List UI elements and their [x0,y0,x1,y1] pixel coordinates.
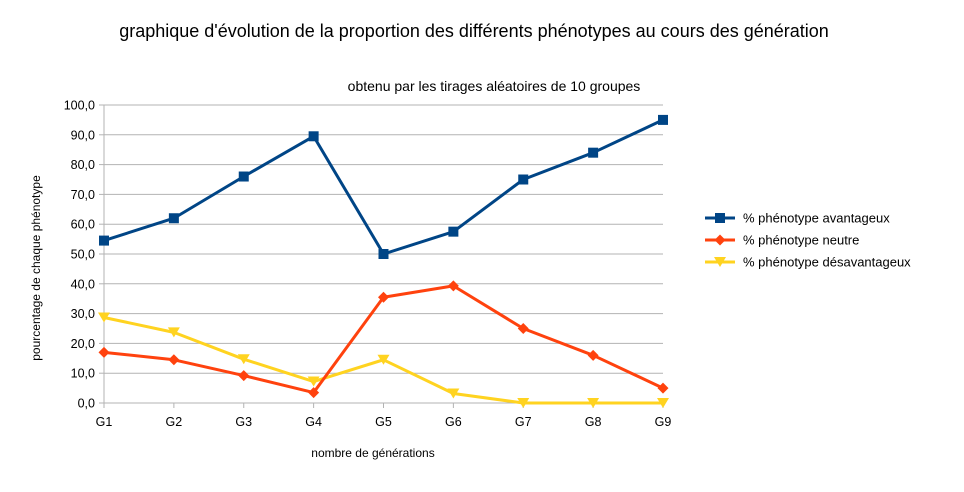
series-lines [98,114,669,408]
data-point [167,327,180,338]
data-point [377,354,390,365]
series-group [99,114,668,259]
legend-marker [714,257,726,267]
legend-marker [714,234,726,246]
x-tick-label: G5 [375,415,392,429]
legend-item: % phénotype désavantageux [705,255,911,270]
data-point [658,114,668,125]
y-tick-label: 80,0 [71,158,95,172]
x-axis-label: nombre de générations [311,446,434,460]
data-point [168,213,179,224]
legend-label: % phénotype désavantageux [743,255,911,270]
data-point [447,388,460,399]
data-point [588,147,599,158]
x-tick-label: G1 [96,415,113,429]
legend-marker [715,213,725,223]
legend-item: % phénotype neutre [705,233,859,248]
y-tick-label: 100,0 [64,99,95,113]
chart-subtitle: obtenu par les tirages aléatoires de 10 … [348,78,641,94]
y-tick-label: 40,0 [71,277,95,291]
y-tick-label: 70,0 [71,188,95,202]
data-point [518,174,529,185]
x-tick-label: G4 [305,415,322,429]
data-point [587,349,599,361]
data-point [587,398,600,408]
data-point [517,323,529,334]
y-tick-label: 60,0 [71,218,95,232]
y-tick-label: 50,0 [71,248,95,262]
legend: % phénotype avantageux % phénotype neutre… [705,211,911,270]
data-point [307,376,320,387]
legend-label: % phénotype avantageux [743,211,890,226]
x-tick-label: G9 [655,415,672,429]
data-point [98,346,110,358]
series-group [98,312,669,408]
x-tick-label: G7 [515,415,532,429]
data-point [378,249,389,259]
y-tick-label: 20,0 [71,337,95,351]
data-point [238,370,250,382]
data-point [657,382,669,394]
series-line [103,118,664,256]
data-point [657,398,669,408]
x-ticks: G1 G2 G3 G4 G5 G6 G7 G8 G9 [96,415,672,429]
y-tick-label: 90,0 [71,128,95,142]
data-point [308,387,320,399]
series-group [98,280,669,399]
legend-item: % phénotype avantageux [705,211,890,226]
data-point [517,398,530,408]
x-tick-label: G6 [445,415,462,429]
x-tick-label: G2 [166,415,183,429]
y-tick-label: 10,0 [71,367,95,381]
x-tick-label: G8 [585,415,602,429]
y-axis-label: pourcentage de chaque phénotype [29,175,43,361]
data-point [238,171,249,182]
data-point [98,312,110,323]
y-tick-label: 0,0 [78,397,95,411]
x-tick-label: G3 [235,415,252,429]
data-point [447,280,459,292]
y-tick-label: 30,0 [71,307,95,321]
data-point [308,131,319,142]
data-point [99,235,109,246]
y-ticks: 0,0 10,0 20,0 30,0 40,0 50,0 60,0 70,0 80,0 90,0 1… [64,99,95,411]
data-point [168,354,180,366]
chart-title: graphique d'évolution de la proportion d… [119,21,829,41]
data-point [378,291,389,303]
legend-label: % phénotype neutre [743,233,859,248]
data-point [237,354,250,365]
data-point [448,226,459,237]
